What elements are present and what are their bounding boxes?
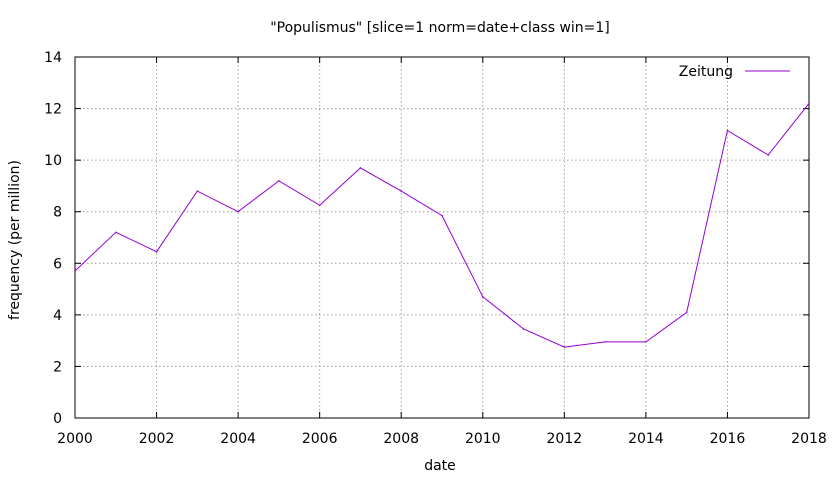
data-point	[318, 204, 321, 207]
data-point	[400, 190, 403, 192]
y-tick-label: 2	[53, 359, 62, 375]
x-tick-label: 2010	[465, 431, 501, 447]
data-point	[645, 341, 647, 343]
x-axis-label: date	[424, 458, 456, 474]
data-point	[155, 250, 158, 253]
x-tick-label: 2002	[139, 431, 175, 447]
series-line-zeitung	[74, 103, 810, 348]
y-tick-label: 12	[44, 102, 62, 118]
y-tick-label: 14	[44, 50, 62, 66]
data-point	[74, 270, 76, 272]
data-point	[196, 190, 199, 192]
x-tick-label: 2018	[791, 431, 827, 447]
data-point	[604, 341, 606, 343]
y-tick-label: 0	[53, 411, 62, 427]
axis-ticks: 2000 2002 2004 2006 2008 2010 2012 2014 2016 2018…	[44, 50, 827, 447]
x-tick-label: 2014	[628, 431, 664, 447]
data-point	[359, 167, 362, 169]
data-point	[726, 129, 729, 132]
y-tick-label: 6	[53, 256, 62, 272]
x-tick-label: 2000	[57, 431, 93, 447]
legend: Zeitung	[679, 64, 790, 80]
data-point	[481, 296, 484, 298]
x-tick-label: 2012	[547, 431, 583, 447]
data-point	[808, 102, 810, 105]
data-point	[237, 210, 239, 213]
data-point	[278, 179, 280, 182]
y-tick-label: 8	[53, 205, 62, 221]
data-point	[685, 311, 688, 314]
y-axis-label: frequency (per million)	[7, 160, 23, 320]
grid	[75, 57, 809, 418]
y-tick-label: 10	[44, 153, 62, 169]
data-point	[522, 328, 525, 330]
legend-label-zeitung: Zeitung	[679, 64, 733, 80]
x-tick-label: 2004	[220, 431, 256, 447]
chart-title: "Populismus" [slice=1 norm=date+class wi…	[270, 20, 610, 36]
y-tick-label: 4	[53, 308, 62, 324]
x-tick-label: 2008	[383, 431, 419, 447]
x-tick-label: 2006	[302, 431, 338, 447]
data-point	[767, 154, 770, 156]
x-tick-label: 2016	[710, 431, 746, 447]
data-point	[563, 346, 566, 348]
plot-frame	[74, 56, 810, 419]
data-point	[441, 214, 443, 217]
data-point	[114, 231, 117, 234]
series-layer	[74, 102, 810, 348]
